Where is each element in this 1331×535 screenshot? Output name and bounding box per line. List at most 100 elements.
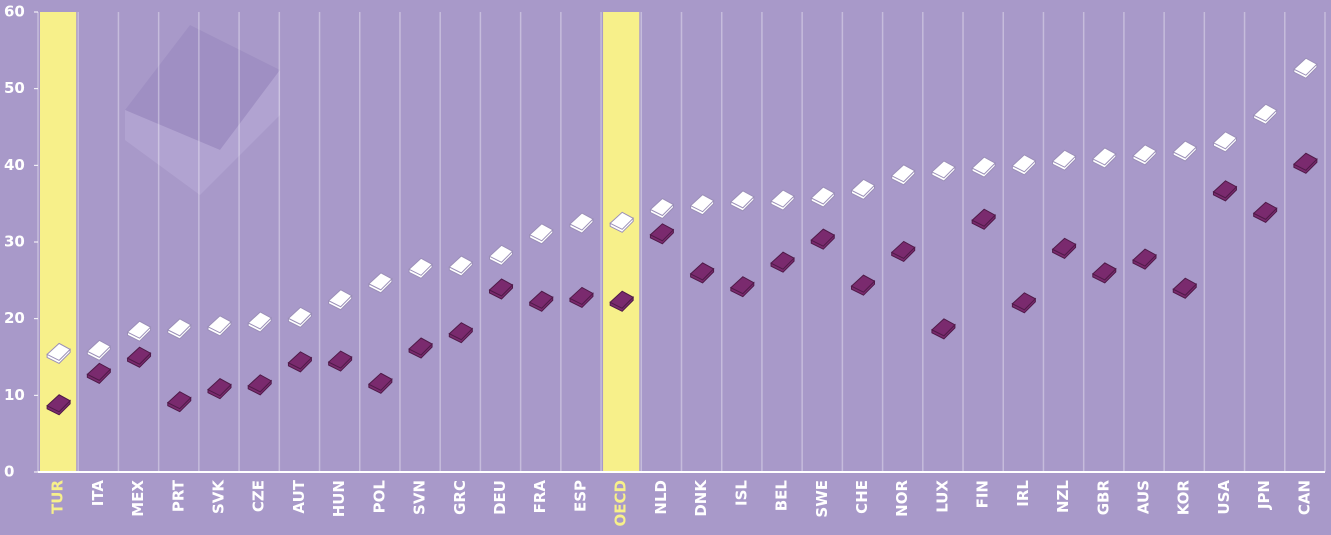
book-marker <box>931 160 956 182</box>
y-tick-label: 20 <box>4 309 25 327</box>
book-marker <box>810 186 836 208</box>
book-marker <box>971 156 996 178</box>
x-tick-label: POL <box>370 480 388 514</box>
book-marker <box>609 211 634 233</box>
book-marker <box>1293 152 1318 174</box>
x-tick-label: ITA <box>89 480 107 507</box>
x-tick-label: SWE <box>813 480 831 518</box>
book-marker <box>850 274 876 296</box>
x-tick-label: KOR <box>1175 480 1193 516</box>
book-marker <box>528 223 554 245</box>
y-tick-label: 10 <box>4 386 25 404</box>
x-tick-label: DNK <box>692 479 710 517</box>
book-marker <box>770 189 795 211</box>
book-marker <box>1252 103 1278 125</box>
book-marker <box>86 362 112 384</box>
x-tick-label: TUR <box>49 480 67 514</box>
book-marker <box>528 290 554 312</box>
book-marker <box>1212 180 1238 202</box>
x-tick-label: FRA <box>531 480 549 514</box>
x-tick-label: NOR <box>893 480 911 517</box>
book-marker <box>287 351 313 373</box>
decoration <box>125 25 280 195</box>
book-marker <box>408 337 433 359</box>
book-marker <box>689 262 715 284</box>
x-tick-label: DEU <box>491 480 509 515</box>
x-tick-label: NLD <box>652 480 670 515</box>
book-marker <box>569 212 594 234</box>
book-marker <box>810 228 836 250</box>
book-marker <box>207 378 232 400</box>
book-marker <box>1011 154 1037 176</box>
book-marker <box>569 286 594 309</box>
book-marker <box>1051 149 1077 171</box>
book-marker <box>166 318 192 340</box>
book-marker <box>1091 262 1117 284</box>
book-marker <box>247 311 273 333</box>
y-tick-label: 0 <box>4 463 14 481</box>
x-tick-label: SVN <box>411 480 429 515</box>
book-marker <box>850 178 876 200</box>
x-tick-label: FIN <box>974 480 992 508</box>
x-tick-label: OECD <box>612 480 630 526</box>
book-marker <box>649 223 675 245</box>
book-marker <box>448 322 474 344</box>
book-marker <box>287 306 313 328</box>
book-marker <box>770 251 795 273</box>
book-marker <box>1252 201 1278 223</box>
x-tick-label: IRL <box>1014 480 1032 507</box>
x-tick-label: AUS <box>1135 480 1153 514</box>
book-marker <box>1212 131 1238 153</box>
x-tick-label: GRC <box>451 480 469 515</box>
book-marker <box>971 208 996 230</box>
book-marker <box>46 342 71 365</box>
x-tick-label: CZE <box>250 480 268 512</box>
book-marker <box>1011 292 1037 314</box>
book-marker <box>1132 144 1157 166</box>
x-tick-label: BEL <box>773 480 791 512</box>
book-marker <box>247 374 273 396</box>
x-tick-label: CAN <box>1295 480 1313 515</box>
book-marker <box>1293 57 1318 79</box>
x-tick-label: MEX <box>129 480 147 517</box>
book-marker <box>448 255 474 277</box>
x-tick-label: USA <box>1215 480 1233 515</box>
book-marker <box>1172 140 1198 162</box>
book-marker <box>649 197 675 220</box>
book-marker <box>327 289 353 311</box>
book-marker <box>488 278 514 300</box>
book-marker <box>367 372 393 394</box>
book-marker <box>1051 237 1077 259</box>
book-marker <box>890 164 916 186</box>
y-tick-label: 50 <box>4 79 25 97</box>
book-marker <box>729 190 755 212</box>
book-marker <box>1091 147 1117 169</box>
x-tick-label: LUX <box>933 480 951 513</box>
x-tick-label: HUN <box>330 480 348 517</box>
x-tick-label: GBR <box>1094 480 1112 516</box>
x-tick-label: ESP <box>571 480 589 512</box>
x-tick-label: AUT <box>290 479 308 513</box>
x-tick-label: PRT <box>169 479 187 512</box>
book-marker <box>729 276 755 298</box>
book-marker <box>126 346 152 368</box>
book-marker <box>609 290 634 312</box>
book-marker <box>126 320 152 342</box>
y-tick-label: 60 <box>4 3 25 21</box>
book-marker <box>890 240 916 263</box>
book-marker <box>931 318 956 340</box>
book-marker <box>207 315 232 337</box>
x-tick-label: NZL <box>1054 480 1072 513</box>
book-marker <box>689 194 715 216</box>
book-marker <box>367 272 393 294</box>
book-marker <box>488 244 514 266</box>
y-tick-label: 40 <box>4 156 25 174</box>
highlight-band <box>603 12 640 472</box>
book-marker <box>327 350 353 372</box>
x-tick-label: CHE <box>853 480 871 514</box>
book-marker <box>46 394 71 416</box>
book-marker <box>166 391 192 413</box>
book-marker <box>1132 248 1157 270</box>
